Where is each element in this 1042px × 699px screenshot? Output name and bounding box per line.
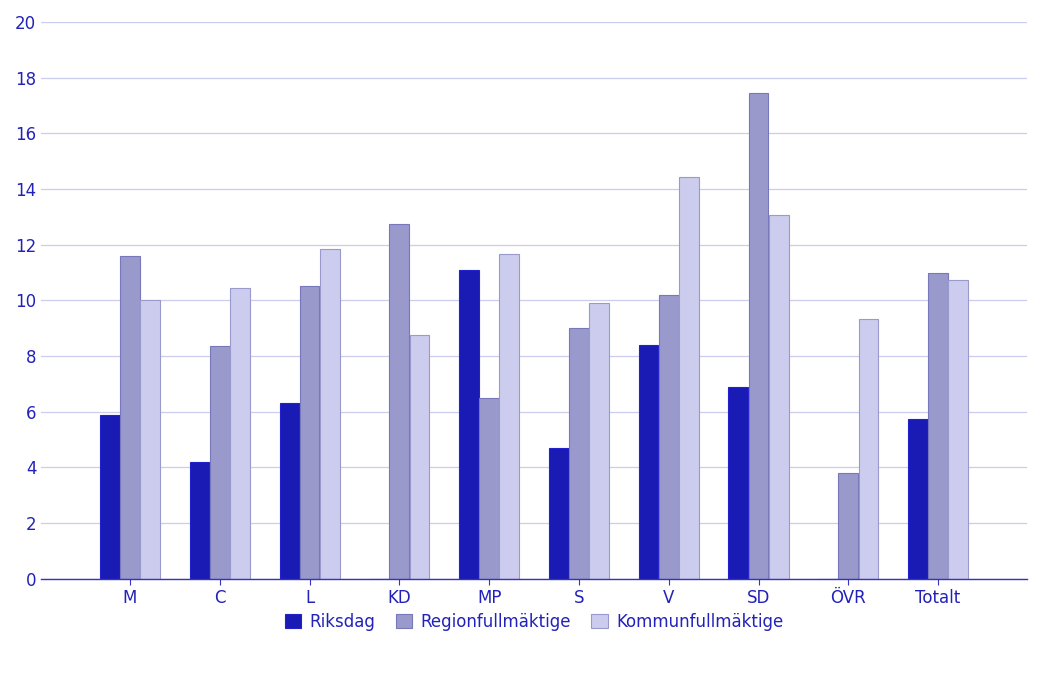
Bar (639, 345, 659, 579)
Bar (190, 462, 209, 579)
Bar (460, 270, 479, 579)
Bar (908, 419, 927, 579)
Bar (590, 303, 609, 579)
Bar (479, 398, 499, 579)
Bar (859, 319, 878, 579)
Bar (928, 273, 948, 579)
Bar (120, 256, 140, 579)
Bar (410, 336, 429, 579)
Bar (279, 403, 299, 579)
Bar (320, 249, 340, 579)
Bar (748, 93, 768, 579)
Bar (948, 280, 968, 579)
Bar (141, 301, 160, 579)
Bar (569, 329, 589, 579)
Bar (100, 415, 120, 579)
Bar (728, 387, 748, 579)
Bar (390, 224, 410, 579)
Bar (839, 473, 859, 579)
Bar (499, 254, 519, 579)
Bar (549, 448, 569, 579)
Bar (679, 177, 699, 579)
Bar (209, 346, 229, 579)
Bar (300, 287, 320, 579)
Bar (769, 215, 789, 579)
Bar (230, 288, 250, 579)
Bar (659, 295, 678, 579)
Legend: Riksdag, Regionfullmäktige, Kommunfullmäktige: Riksdag, Regionfullmäktige, Kommunfullmä… (278, 606, 790, 637)
